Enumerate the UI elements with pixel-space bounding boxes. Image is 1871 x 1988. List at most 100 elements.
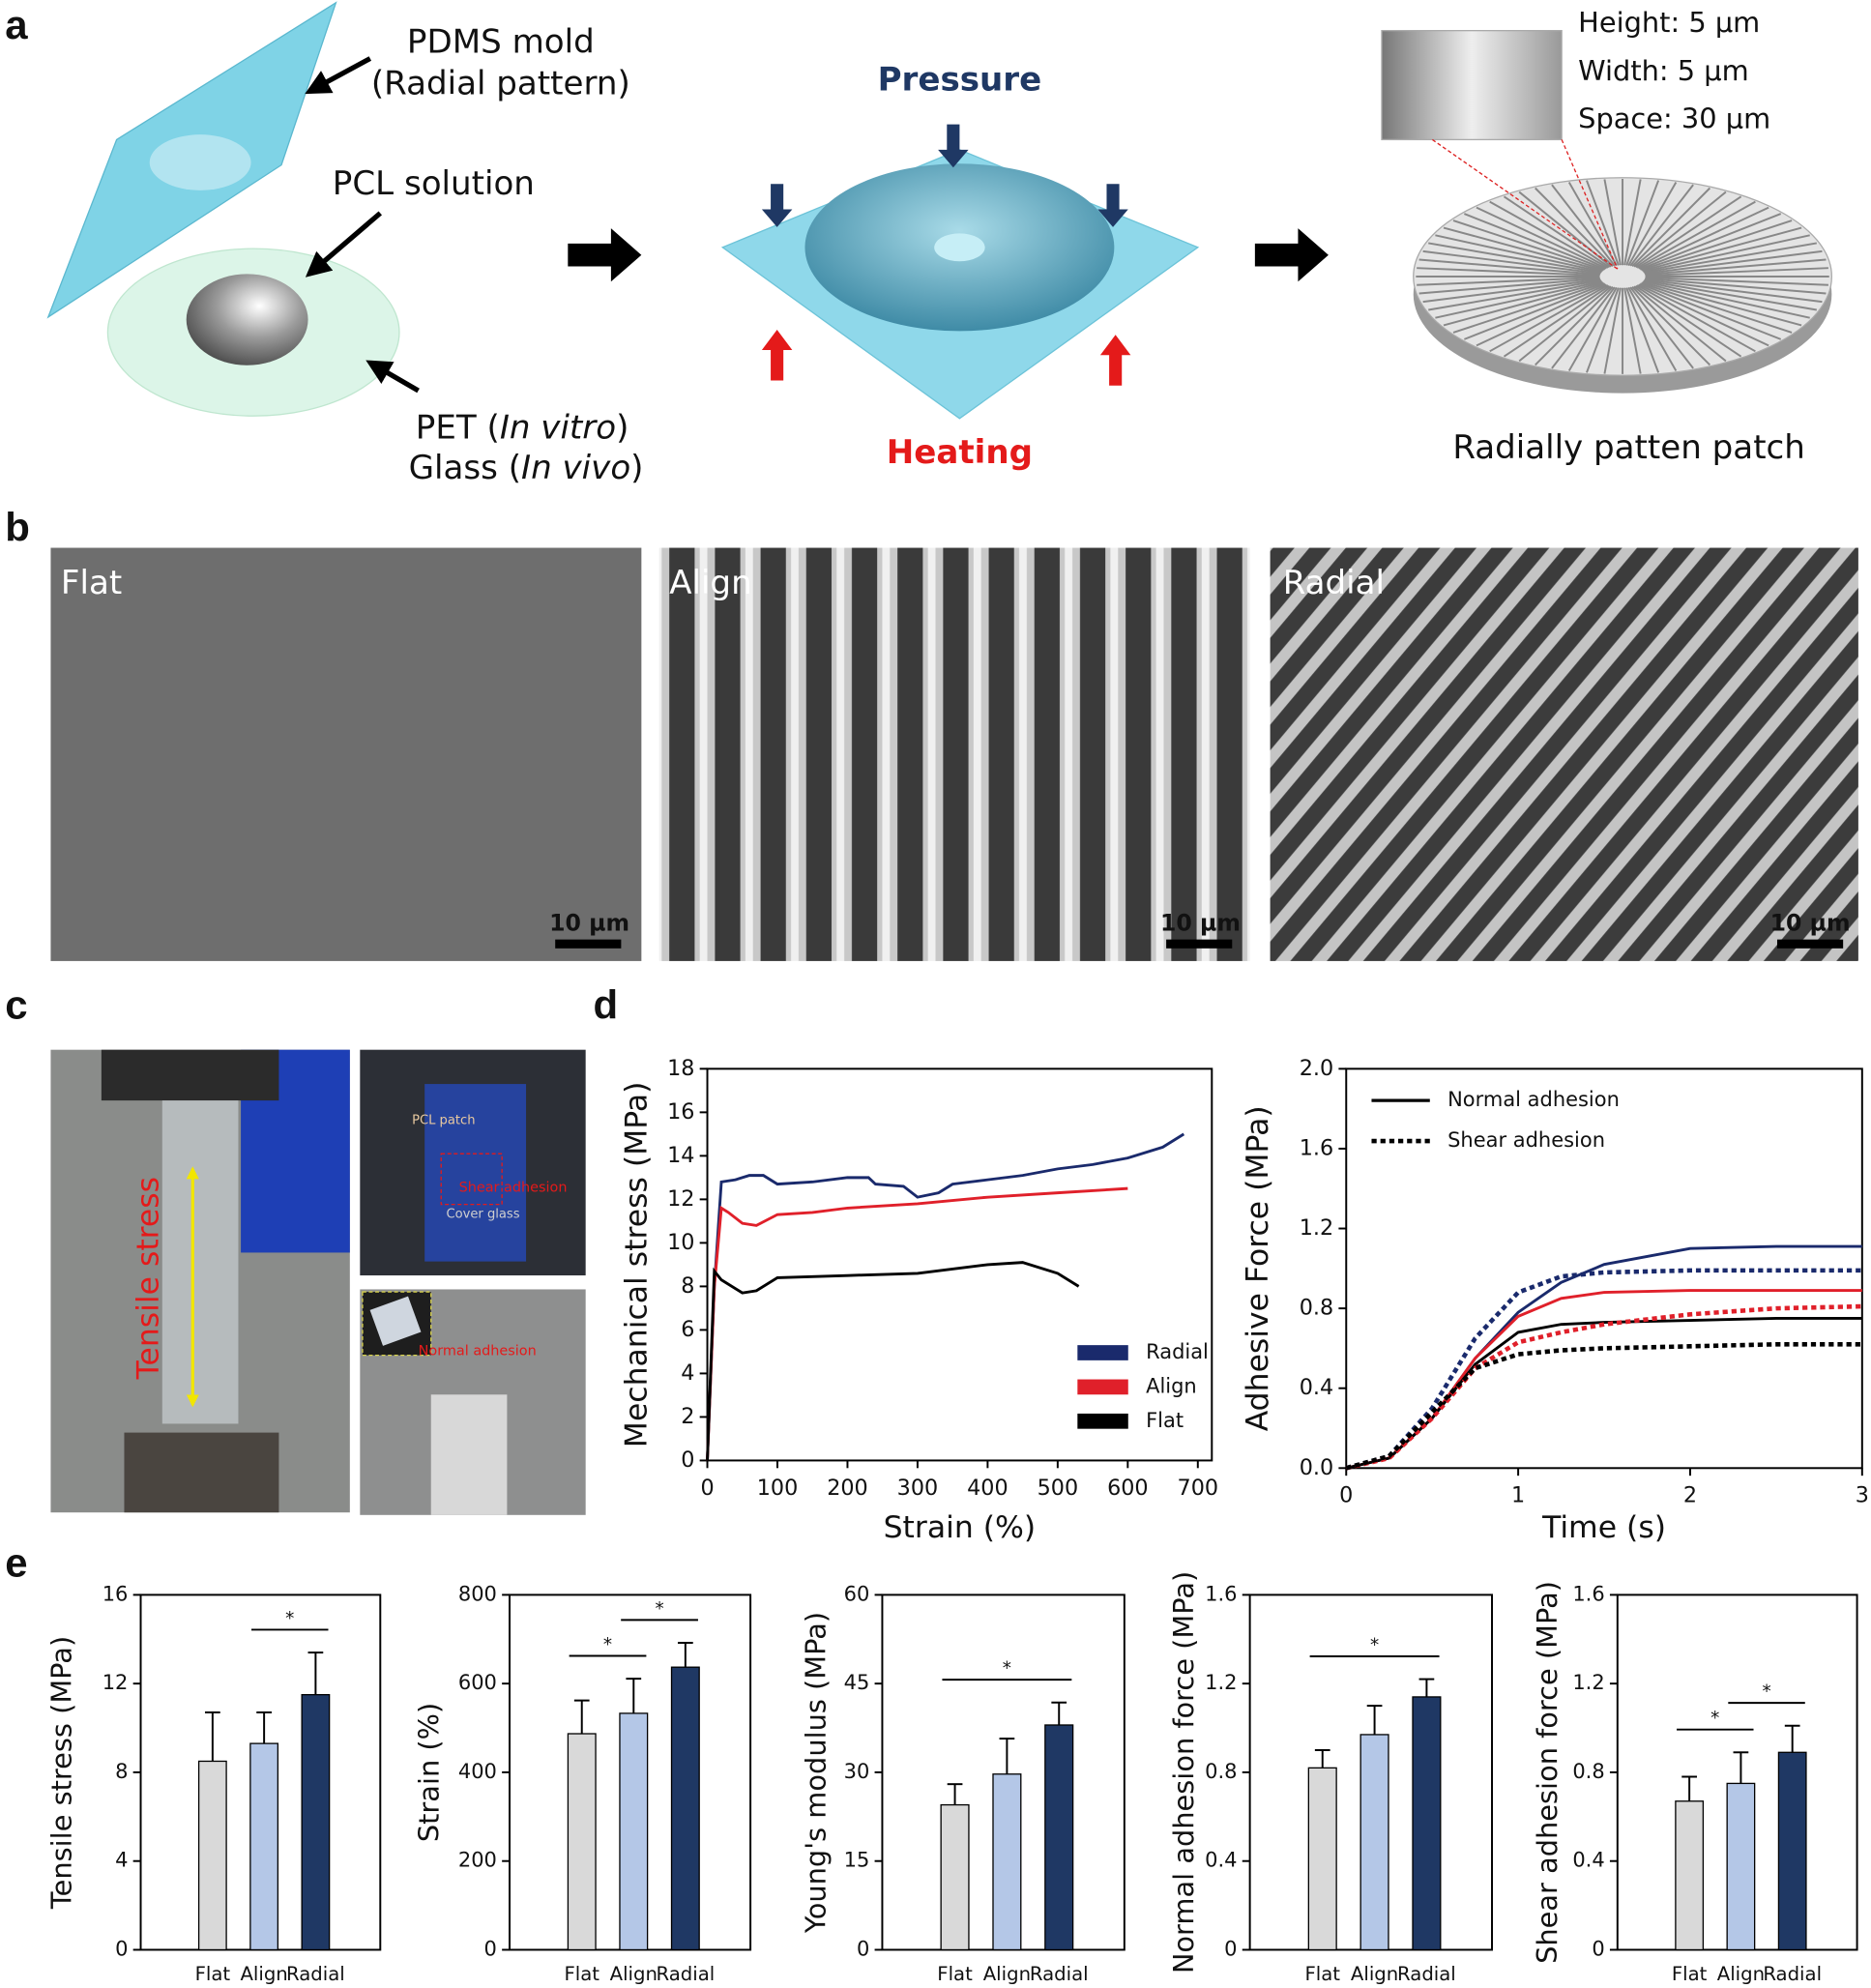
micrographs: Flat Align Radial 10 µm 10 µm 10 µm xyxy=(50,547,1858,961)
panel-label: a xyxy=(5,2,28,47)
y-tick-label: 0.4 xyxy=(1205,1849,1237,1872)
bar xyxy=(992,1773,1022,1951)
y-axis-title: Shear adhesion force (MPa) xyxy=(1531,1581,1564,1964)
process-arrow xyxy=(1254,228,1329,282)
x-tick-label: Align xyxy=(1717,1963,1765,1985)
panel-label: e xyxy=(5,1539,27,1585)
patch-inset xyxy=(1381,30,1563,141)
x-tick-label: Radial xyxy=(286,1963,345,1985)
text-part: In vivo xyxy=(521,449,630,487)
legend-swatch xyxy=(1077,1345,1128,1360)
error-bar xyxy=(1784,1724,1800,1753)
y-tick-label: 10 xyxy=(667,1230,694,1255)
photo-detail xyxy=(161,1100,239,1424)
y-tick-label: 12 xyxy=(102,1671,129,1694)
x-tick-label: 700 xyxy=(1178,1476,1218,1501)
y-tick-label: 15 xyxy=(844,1849,870,1872)
text-part: ) xyxy=(630,449,643,487)
pointer-arrow xyxy=(365,360,420,394)
x-tick-label: Radial xyxy=(1397,1963,1456,1985)
y-tick-label: 14 xyxy=(667,1143,694,1168)
pressure-arrows xyxy=(761,124,1128,227)
label: PCL solution xyxy=(333,164,535,203)
bar xyxy=(670,1666,700,1951)
error-bar xyxy=(1733,1751,1749,1784)
x-axis-title: Strain (%) xyxy=(884,1510,1037,1545)
photos: Tensile stress PCL patch Shear adhesion … xyxy=(50,1049,586,1515)
y-tick-label: 8 xyxy=(115,1760,128,1783)
text-part: PET ( xyxy=(416,408,500,447)
series-line xyxy=(706,1186,1128,1461)
photo-detail xyxy=(440,1153,503,1206)
legend-swatch xyxy=(1077,1413,1128,1429)
x-tick-label: 500 xyxy=(1038,1476,1078,1501)
process-arrow xyxy=(568,228,642,282)
x-tick-label: 200 xyxy=(827,1476,868,1501)
x-tick-label: Flat xyxy=(1672,1963,1708,1985)
x-tick-label: 1 xyxy=(1511,1483,1525,1508)
error-bar xyxy=(1366,1705,1383,1735)
micrograph-label: Flat xyxy=(61,564,122,602)
x-tick-label: Align xyxy=(1351,1963,1398,1985)
bar xyxy=(1359,1734,1389,1951)
error-bar xyxy=(573,1699,590,1735)
error-bar xyxy=(999,1738,1015,1774)
pcl-droplet xyxy=(186,274,308,365)
y-axis-title: Young's modulus (MPa) xyxy=(800,1612,833,1934)
significance-label: * xyxy=(1762,1682,1770,1703)
y-tick-label: 18 xyxy=(667,1056,694,1081)
series-line xyxy=(1345,1268,1862,1471)
x-tick-label: 2 xyxy=(1683,1483,1697,1508)
y-tick-label: 12 xyxy=(667,1186,694,1212)
y-tick-label: 1.2 xyxy=(1205,1671,1237,1694)
x-tick-label: 300 xyxy=(897,1476,938,1501)
photo-detail xyxy=(424,1084,527,1262)
panel-label: c xyxy=(5,981,27,1027)
y-tick-label: 0 xyxy=(857,1937,869,1960)
panel-label: d xyxy=(594,981,619,1027)
y-tick-label: 600 xyxy=(458,1671,497,1694)
bar xyxy=(1726,1782,1756,1951)
error-bar xyxy=(204,1711,220,1762)
series-line xyxy=(706,1261,1080,1461)
label: Glass (In vivo) xyxy=(409,449,644,487)
y-tick-label: 0.8 xyxy=(1205,1760,1237,1783)
heating-arrows xyxy=(761,330,1131,386)
y-tick-label: 2 xyxy=(681,1404,694,1429)
y-tick-label: 1.2 xyxy=(1300,1215,1333,1241)
significance-label: * xyxy=(285,1609,294,1629)
text-part: In vitro xyxy=(500,408,616,447)
y-axis-title: Tensile stress (MPa) xyxy=(45,1636,78,1910)
bar xyxy=(1044,1724,1074,1951)
photo-label: PCL patch xyxy=(412,1114,475,1128)
x-tick-label: 600 xyxy=(1107,1476,1149,1501)
y-axis-title: Normal adhesion force (MPa) xyxy=(1167,1571,1200,1973)
photo-label: Tensile stress xyxy=(132,1177,166,1380)
x-tick-label: Flat xyxy=(195,1963,231,1985)
legend-label: Align xyxy=(1146,1374,1197,1397)
legend-label: Shear adhesion xyxy=(1447,1128,1605,1152)
zoom-line xyxy=(1561,139,1619,270)
x-tick-label: Align xyxy=(240,1963,287,1985)
scale-bar-label: 10 µm xyxy=(1160,909,1241,936)
y-tick-label: 1.6 xyxy=(1205,1582,1237,1605)
y-tick-label: 800 xyxy=(458,1582,497,1605)
text-part: ) xyxy=(616,408,629,447)
patch-ridges xyxy=(1416,179,1829,374)
photo-detail xyxy=(430,1394,508,1515)
y-tick-label: 4 xyxy=(115,1849,128,1872)
error-bar xyxy=(947,1783,963,1805)
photo-detail xyxy=(101,1049,279,1101)
label: Pressure xyxy=(878,61,1042,100)
series-line xyxy=(1345,1244,1862,1470)
label: Height: 5 µm xyxy=(1578,6,1760,39)
micrograph xyxy=(50,547,642,961)
x-tick-label: Flat xyxy=(1304,1963,1340,1985)
pointer-arrow xyxy=(305,56,372,95)
x-tick-label: 3 xyxy=(1856,1483,1869,1508)
y-axis-title: Strain (%) xyxy=(413,1703,446,1842)
label: (Radial pattern) xyxy=(371,65,630,103)
y-tick-label: 1.6 xyxy=(1572,1582,1604,1605)
bar xyxy=(301,1693,331,1951)
